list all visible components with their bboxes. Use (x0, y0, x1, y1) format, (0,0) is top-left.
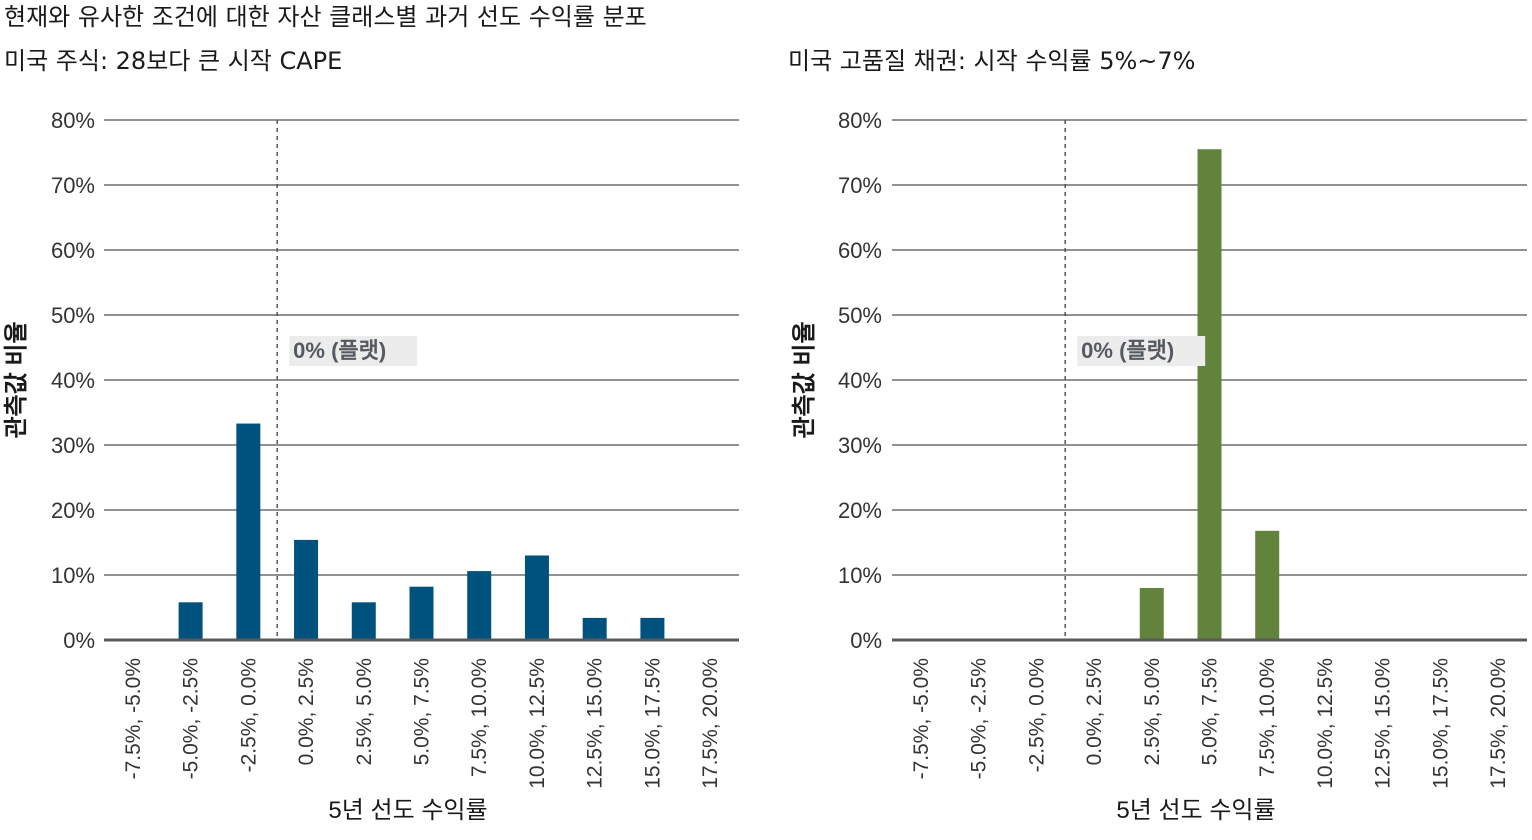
right-reference-label: 0% (플랫) (1081, 338, 1174, 363)
left-x-tick-label: -2.5%, 0.0% (237, 658, 260, 772)
left-chart: 0% 10% 20% 30% 40% 50% 60% 70% 80% 0% (플랫) -7.5%, … (3, 108, 739, 824)
left-y-axis-title: 관측값 비율 (3, 321, 30, 438)
right-y-axis-title: 관측값 비율 (791, 321, 818, 438)
left-y-tick-label: 30% (51, 433, 95, 458)
left-bar-8 (582, 617, 607, 640)
right-y-tick-label: 20% (838, 498, 882, 523)
right-x-tick-label: 2.5%, 5.0% (1141, 658, 1164, 765)
page-title: 현재와 유사한 조건에 대한 자산 클래스별 과거 선도 수익률 분포 (4, 3, 647, 31)
right-x-tick-label: 5.0%, 7.5% (1199, 658, 1222, 765)
left-y-tick-label: 10% (51, 563, 95, 588)
left-x-tick-label: -5.0%, -2.5% (180, 658, 203, 779)
left-bar-4 (351, 602, 376, 640)
right-x-tick-label: -5.0%, -2.5% (968, 658, 991, 779)
left-x-tick-label: 17.5%, 20.0% (699, 658, 722, 789)
left-reference-label: 0% (플랫) (293, 338, 386, 363)
left-x-tick-label: 10.0%, 12.5% (526, 658, 549, 789)
left-y-tick-label: 80% (51, 108, 95, 133)
right-bar-5 (1197, 149, 1222, 640)
right-x-axis-title: 5년 선도 수익률 (1116, 797, 1275, 824)
right-reference-label-bg (1077, 336, 1206, 366)
right-x-tick-label: 0.0%, 2.5% (1083, 658, 1106, 765)
left-x-tick-label: 12.5%, 15.0% (584, 658, 607, 789)
right-y-tick-label: 80% (838, 108, 882, 133)
left-x-tick-label: 2.5%, 5.0% (353, 658, 376, 765)
left-bar-6 (467, 571, 492, 640)
right-y-tick-label: 0% (850, 628, 882, 653)
right-x-tick-label: -2.5%, 0.0% (1025, 658, 1048, 772)
left-bar-3 (294, 539, 319, 640)
right-chart: 0% 10% 20% 30% 40% 50% 60% 70% 80% 0% (플랫) -7.5%, … (791, 108, 1527, 824)
right-bar-6 (1255, 530, 1280, 640)
right-y-tick-label: 40% (838, 368, 882, 393)
right-chart-subtitle: 미국 고품질 채권: 시작 수익률 5%~7% (788, 47, 1196, 75)
left-x-tick-label: -7.5%, -5.0% (122, 658, 145, 779)
left-bar-5 (409, 586, 434, 640)
right-bar-4 (1139, 588, 1164, 640)
right-y-tick-label: 50% (838, 303, 882, 328)
left-bar-9 (640, 617, 665, 640)
left-y-tick-label: 70% (51, 173, 95, 198)
left-x-tick-label: 7.5%, 10.0% (468, 658, 491, 777)
right-x-tick-label: -7.5%, -5.0% (910, 658, 933, 779)
left-x-axis-title: 5년 선도 수익률 (328, 797, 487, 824)
left-y-tick-label: 20% (51, 498, 95, 523)
left-bar-2 (236, 423, 261, 640)
right-x-tick-label: 12.5%, 15.0% (1372, 658, 1395, 789)
left-y-tick-label: 40% (51, 368, 95, 393)
left-y-tick-label: 0% (63, 628, 95, 653)
right-x-tick-label: 7.5%, 10.0% (1256, 658, 1279, 777)
right-x-tick-label: 17.5%, 20.0% (1487, 658, 1510, 789)
right-y-tick-label: 10% (838, 563, 882, 588)
right-x-tick-label: 15.0%, 17.5% (1429, 658, 1452, 789)
right-y-tick-label: 60% (838, 238, 882, 263)
right-y-tick-label: 30% (838, 433, 882, 458)
left-x-tick-label: 5.0%, 7.5% (411, 658, 434, 765)
left-bar-7 (524, 555, 549, 640)
left-bar-1 (178, 602, 203, 640)
left-y-tick-label: 50% (51, 303, 95, 328)
left-x-tick-label: 0.0%, 2.5% (295, 658, 318, 765)
left-x-tick-label: 15.0%, 17.5% (641, 658, 664, 789)
right-y-tick-label: 70% (838, 173, 882, 198)
left-y-tick-label: 60% (51, 238, 95, 263)
left-chart-subtitle: 미국 주식: 28보다 큰 시작 CAPE (4, 47, 343, 75)
left-reference-label-bg (289, 336, 418, 366)
right-x-tick-label: 10.0%, 12.5% (1314, 658, 1337, 789)
